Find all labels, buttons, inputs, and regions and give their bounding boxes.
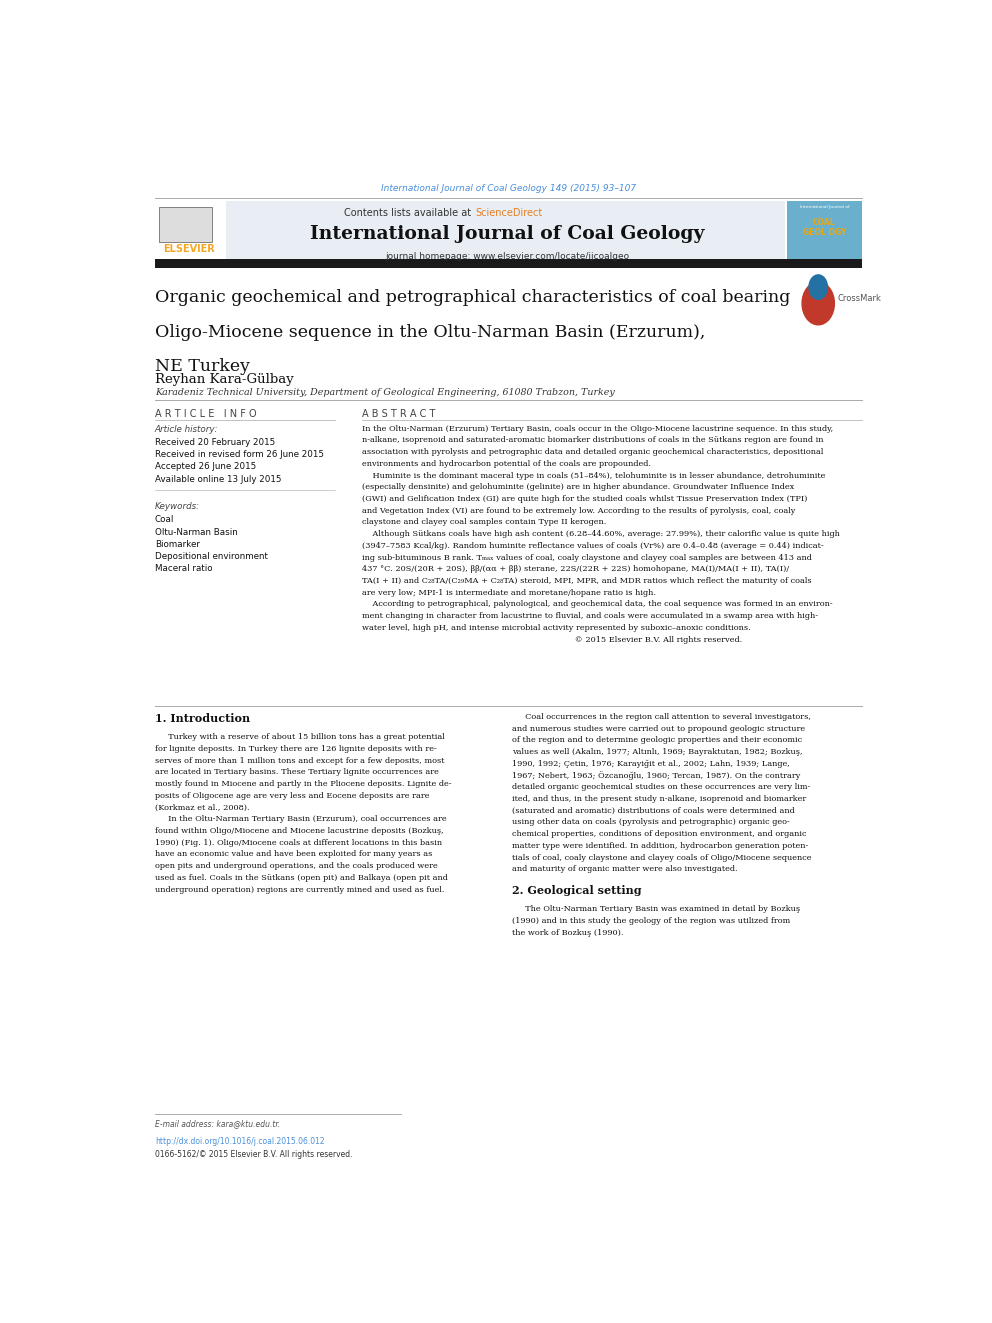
Text: (3947–7583 Kcal/kg). Random huminite reflectance values of coals (Vr%) are 0.4–0: (3947–7583 Kcal/kg). Random huminite ref…	[362, 542, 824, 550]
Text: The Oltu-Narman Tertiary Basin was examined in detail by Bozkuş: The Oltu-Narman Tertiary Basin was exami…	[512, 905, 801, 913]
Text: Depositional environment: Depositional environment	[155, 552, 268, 561]
Text: using other data on coals (pyrolysis and petrographic) organic geo-: using other data on coals (pyrolysis and…	[512, 819, 790, 827]
Text: Oltu-Narman Basin: Oltu-Narman Basin	[155, 528, 237, 537]
Text: 2. Geological setting: 2. Geological setting	[512, 885, 642, 896]
Text: have an economic value and have been exploited for many years as: have an economic value and have been exp…	[155, 851, 433, 859]
Text: (Korkmaz et al., 2008).: (Korkmaz et al., 2008).	[155, 803, 249, 811]
Text: mostly found in Miocene and partly in the Pliocene deposits. Lignite de-: mostly found in Miocene and partly in th…	[155, 781, 451, 789]
Text: (saturated and aromatic) distributions of coals were determined and: (saturated and aromatic) distributions o…	[512, 807, 795, 815]
FancyBboxPatch shape	[226, 201, 786, 259]
Text: © 2015 Elsevier B.V. All rights reserved.: © 2015 Elsevier B.V. All rights reserved…	[362, 635, 743, 643]
Text: Maceral ratio: Maceral ratio	[155, 564, 212, 573]
Text: claystone and clayey coal samples contain Type II kerogen.: claystone and clayey coal samples contai…	[362, 519, 607, 527]
Text: tials of coal, coaly claystone and clayey coals of Oligo/Miocene sequence: tials of coal, coaly claystone and claye…	[512, 853, 811, 861]
Text: found within Oligo/Miocene and Miocene lacustrine deposits (Bozkuş,: found within Oligo/Miocene and Miocene l…	[155, 827, 443, 835]
Text: ited, and thus, in the present study n-alkane, isoprenoid and biomarker: ited, and thus, in the present study n-a…	[512, 795, 806, 803]
Text: chemical properties, conditions of deposition environment, and organic: chemical properties, conditions of depos…	[512, 830, 806, 837]
Text: values as well (Akalın, 1977; Altınlı, 1969; Bayraktutan, 1982; Bozkuş,: values as well (Akalın, 1977; Altınlı, 1…	[512, 747, 803, 755]
Text: are very low; MPI-1 is intermediate and moretane/hopane ratio is high.: are very low; MPI-1 is intermediate and …	[362, 589, 657, 597]
Text: detailed organic geochemical studies on these occurrences are very lim-: detailed organic geochemical studies on …	[512, 783, 810, 791]
Circle shape	[803, 282, 834, 325]
Text: water level, high pH, and intense microbial activity represented by suboxic–anox: water level, high pH, and intense microb…	[362, 624, 751, 632]
Text: for lignite deposits. In Turkey there are 126 lignite deposits with re-: for lignite deposits. In Turkey there ar…	[155, 745, 436, 753]
FancyBboxPatch shape	[155, 201, 225, 259]
Text: In the Oltu-Narman Tertiary Basin (Erzurum), coal occurrences are: In the Oltu-Narman Tertiary Basin (Erzur…	[155, 815, 446, 823]
Text: journal homepage: www.elsevier.com/locate/ijcoalgeo: journal homepage: www.elsevier.com/locat…	[385, 253, 629, 262]
Text: 1967; Nebert, 1963; Özcanoğlu, 1960; Tercan, 1987). On the contrary: 1967; Nebert, 1963; Özcanoğlu, 1960; Te…	[512, 771, 801, 781]
Text: ment changing in character from lacustrine to fluvial, and coals were accumulate: ment changing in character from lacustri…	[362, 613, 818, 620]
Text: n-alkane, isoprenoid and saturated-aromatic biomarker distributions of coals in : n-alkane, isoprenoid and saturated-aroma…	[362, 437, 823, 445]
Text: ScienceDirect: ScienceDirect	[475, 208, 543, 218]
Text: According to petrographical, palynological, and geochemical data, the coal seque: According to petrographical, palynologic…	[362, 601, 833, 609]
Text: In the Oltu-Narman (Erzurum) Tertiary Basin, coals occur in the Oligo-Miocene la: In the Oltu-Narman (Erzurum) Tertiary Ba…	[362, 425, 833, 433]
Text: matter type were identified. In addition, hydrocarbon generation poten-: matter type were identified. In addition…	[512, 841, 808, 849]
Text: association with pyrolysis and petrographic data and detailed organic geochemica: association with pyrolysis and petrograp…	[362, 448, 823, 456]
Text: posits of Oligocene age are very less and Eocene deposits are rare: posits of Oligocene age are very less an…	[155, 792, 430, 800]
Text: International Journal of: International Journal of	[800, 205, 849, 209]
Text: 1. Introduction: 1. Introduction	[155, 713, 250, 724]
Circle shape	[809, 275, 827, 299]
Text: Although Sütkans coals have high ash content (6.28–44.60%, average: 27.99%), the: Although Sütkans coals have high ash con…	[362, 531, 840, 538]
FancyBboxPatch shape	[159, 206, 212, 242]
Text: environments and hydrocarbon potential of the coals are propounded.: environments and hydrocarbon potential o…	[362, 460, 652, 468]
Text: ing sub-bituminous B rank. Tₘₐₓ values of coal, coaly claystone and clayey coal : ing sub-bituminous B rank. Tₘₐₓ values o…	[362, 553, 812, 561]
Text: Turkey with a reserve of about 15 billion tons has a great potential: Turkey with a reserve of about 15 billio…	[155, 733, 444, 741]
Text: Keywords:: Keywords:	[155, 501, 199, 511]
Text: Received in revised form 26 June 2015: Received in revised form 26 June 2015	[155, 450, 323, 459]
Text: Accepted 26 June 2015: Accepted 26 June 2015	[155, 462, 256, 471]
Text: (GWI) and Gelification Index (GI) are quite high for the studied coals whilst Ti: (GWI) and Gelification Index (GI) are qu…	[362, 495, 807, 503]
Text: underground operation) regions are currently mined and used as fuel.: underground operation) regions are curre…	[155, 885, 444, 893]
Text: (1990) and in this study the geology of the region was utilized from: (1990) and in this study the geology of …	[512, 917, 791, 925]
Text: are located in Tertiary basins. These Tertiary lignite occurrences are: are located in Tertiary basins. These Te…	[155, 769, 438, 777]
Text: A B S T R A C T: A B S T R A C T	[362, 409, 435, 419]
Text: open pits and underground operations, and the coals produced were: open pits and underground operations, an…	[155, 863, 437, 871]
Text: International Journal of Coal Geology 149 (2015) 93–107: International Journal of Coal Geology 14…	[381, 184, 636, 193]
Text: 0166-5162/© 2015 Elsevier B.V. All rights reserved.: 0166-5162/© 2015 Elsevier B.V. All right…	[155, 1150, 352, 1159]
FancyBboxPatch shape	[787, 201, 862, 259]
Text: Received 20 February 2015: Received 20 February 2015	[155, 438, 275, 447]
Text: Available online 13 July 2015: Available online 13 July 2015	[155, 475, 282, 484]
Text: serves of more than 1 million tons and except for a few deposits, most: serves of more than 1 million tons and e…	[155, 757, 444, 765]
Text: NE Turkey: NE Turkey	[155, 359, 250, 376]
Text: TA(I + II) and C₂₈TA/(C₂₉MA + C₂₈TA) steroid, MPI, MPR, and MDR ratios which ref: TA(I + II) and C₂₈TA/(C₂₉MA + C₂₈TA) ste…	[362, 577, 812, 585]
Text: COAL
GEOL OGY: COAL GEOL OGY	[803, 218, 846, 237]
Text: http://dx.doi.org/10.1016/j.coal.2015.06.012: http://dx.doi.org/10.1016/j.coal.2015.06…	[155, 1136, 324, 1146]
Text: Article history:: Article history:	[155, 425, 218, 434]
Text: International Journal of Coal Geology: International Journal of Coal Geology	[310, 225, 704, 243]
Text: and numerous studies were carried out to propound geologic structure: and numerous studies were carried out to…	[512, 725, 806, 733]
Text: the work of Bozkuş (1990).: the work of Bozkuş (1990).	[512, 929, 624, 937]
Text: and Vegetation Index (VI) are found to be extremely low. According to the result: and Vegetation Index (VI) are found to b…	[362, 507, 796, 515]
Text: (especially densinite) and gelohuminite (gelinite) are in higher abundance. Grou: (especially densinite) and gelohuminite …	[362, 483, 795, 491]
Text: used as fuel. Coals in the Sütkans (open pit) and Balkaya (open pit and: used as fuel. Coals in the Sütkans (open…	[155, 875, 447, 882]
Text: 437 °C. 20S/(20R + 20S), ββ/(αα + ββ) sterane, 22S/(22R + 22S) homohopane, MA(I): 437 °C. 20S/(20R + 20S), ββ/(αα + ββ) st…	[362, 565, 790, 573]
Text: 1990, 1992; Çetin, 1976; Karayiğit et al., 2002; Lahn, 1939; Lange,: 1990, 1992; Çetin, 1976; Karayiğit et a…	[512, 759, 790, 769]
Text: 1990) (Fig. 1). Oligo/Miocene coals at different locations in this basin: 1990) (Fig. 1). Oligo/Miocene coals at d…	[155, 839, 441, 847]
Text: Coal: Coal	[155, 516, 175, 524]
Text: Organic geochemical and petrographical characteristics of coal bearing: Organic geochemical and petrographical c…	[155, 290, 790, 306]
Text: A R T I C L E   I N F O: A R T I C L E I N F O	[155, 409, 256, 419]
Text: of the region and to determine geologic properties and their economic: of the region and to determine geologic …	[512, 737, 803, 745]
Text: Huminite is the dominant maceral type in coals (51–84%), telohuminite is in less: Huminite is the dominant maceral type in…	[362, 471, 825, 479]
FancyBboxPatch shape	[155, 258, 862, 267]
Text: Contents lists available at: Contents lists available at	[343, 208, 474, 218]
Text: Coal occurrences in the region call attention to several investigators,: Coal occurrences in the region call atte…	[512, 713, 811, 721]
Text: CrossMark: CrossMark	[837, 294, 881, 303]
Text: Karadeniz Technical University, Department of Geological Engineering, 61080 Trab: Karadeniz Technical University, Departme…	[155, 388, 614, 397]
Text: ELSEVIER: ELSEVIER	[164, 243, 215, 254]
Text: Biomarker: Biomarker	[155, 540, 199, 549]
Text: Oligo-Miocene sequence in the Oltu-Narman Basin (Erzurum),: Oligo-Miocene sequence in the Oltu-Narma…	[155, 324, 705, 341]
Text: E-mail address: kara@ktu.edu.tr.: E-mail address: kara@ktu.edu.tr.	[155, 1119, 280, 1129]
Text: Reyhan Kara-Gülbay: Reyhan Kara-Gülbay	[155, 373, 294, 386]
Text: and maturity of organic matter were also investigated.: and maturity of organic matter were also…	[512, 865, 738, 873]
